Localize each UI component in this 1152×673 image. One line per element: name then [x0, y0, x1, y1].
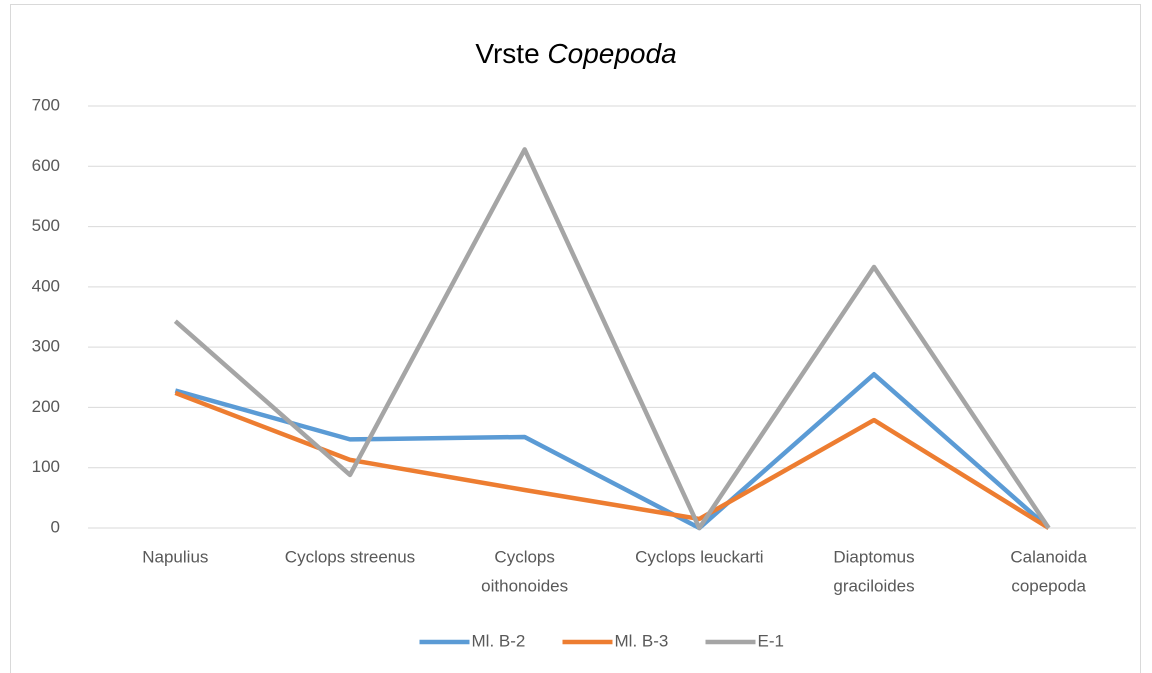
- y-tick-label: 400: [32, 276, 60, 295]
- y-tick-label: 300: [32, 337, 60, 356]
- x-tick-label: graciloides: [833, 576, 914, 595]
- x-tick-label: copepoda: [1011, 576, 1086, 595]
- y-tick-label: 600: [32, 156, 60, 175]
- chart-title: Vrste Copepoda: [475, 38, 676, 69]
- x-tick-label: Cyclops leuckarti: [635, 547, 764, 566]
- chart-border: [10, 4, 1141, 673]
- x-tick-label: Diaptomus: [833, 547, 914, 566]
- x-tick-label: Napulius: [142, 547, 208, 566]
- x-tick-label: Cyclops streenus: [285, 547, 415, 566]
- y-tick-label: 100: [32, 457, 60, 476]
- line-series: [173, 147, 1051, 531]
- x-tick-label: Cyclops: [494, 547, 554, 566]
- x-tick-label: Calanoida: [1010, 547, 1087, 566]
- title-italic: Copepoda: [547, 38, 676, 69]
- y-tick-label: 0: [51, 517, 60, 536]
- title-text: Vrste: [475, 38, 539, 69]
- y-tick-label: 700: [32, 95, 60, 114]
- line-series: [174, 372, 1051, 531]
- y-tick-label: 500: [32, 216, 60, 235]
- y-tick-label: 200: [32, 397, 60, 416]
- legend-label: Ml. B-2: [472, 631, 526, 650]
- legend-label: Ml. B-3: [615, 631, 669, 650]
- legend-label: E-1: [758, 631, 784, 650]
- x-tick-label: oithonoides: [481, 576, 568, 595]
